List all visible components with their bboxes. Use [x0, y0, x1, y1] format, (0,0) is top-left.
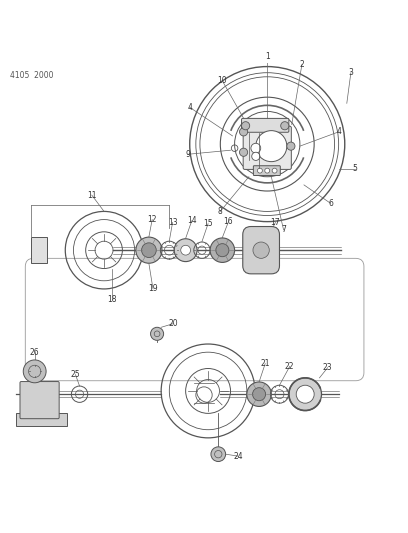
Circle shape	[296, 385, 314, 403]
Circle shape	[136, 237, 162, 263]
Circle shape	[272, 168, 277, 173]
Text: 21: 21	[260, 359, 270, 368]
Circle shape	[252, 152, 260, 160]
Circle shape	[260, 137, 275, 151]
Circle shape	[181, 245, 191, 255]
Text: 11: 11	[87, 191, 97, 199]
Text: 19: 19	[148, 285, 158, 294]
FancyBboxPatch shape	[20, 382, 59, 419]
Circle shape	[281, 122, 289, 130]
Text: 1: 1	[265, 52, 270, 61]
FancyBboxPatch shape	[243, 227, 279, 274]
Circle shape	[174, 239, 197, 262]
Text: 4: 4	[336, 127, 341, 136]
Text: 12: 12	[147, 215, 157, 224]
Text: 8: 8	[218, 207, 223, 216]
FancyBboxPatch shape	[253, 166, 280, 175]
Circle shape	[239, 128, 248, 136]
Text: 5: 5	[353, 164, 357, 173]
Text: 6: 6	[328, 199, 333, 208]
FancyBboxPatch shape	[242, 118, 289, 132]
Circle shape	[256, 131, 287, 161]
Circle shape	[211, 447, 226, 462]
Circle shape	[142, 243, 156, 257]
Circle shape	[216, 244, 229, 257]
Text: 22: 22	[285, 362, 295, 371]
Text: 3: 3	[348, 68, 353, 77]
Circle shape	[265, 168, 270, 173]
Text: 25: 25	[71, 370, 80, 379]
Text: 18: 18	[107, 295, 117, 304]
Text: 14: 14	[187, 216, 197, 225]
FancyBboxPatch shape	[243, 126, 291, 169]
Bar	[31, 237, 47, 263]
Text: 4105  2000: 4105 2000	[10, 71, 54, 80]
Text: 4: 4	[187, 103, 192, 112]
Circle shape	[23, 360, 46, 383]
Text: 20: 20	[169, 319, 178, 328]
Circle shape	[287, 142, 295, 150]
Circle shape	[289, 378, 322, 410]
Text: 9: 9	[185, 150, 190, 159]
Text: 2: 2	[299, 60, 304, 69]
Circle shape	[210, 238, 235, 262]
Circle shape	[257, 168, 262, 173]
Text: 26: 26	[30, 348, 40, 357]
FancyBboxPatch shape	[16, 414, 67, 426]
Circle shape	[151, 327, 164, 341]
Circle shape	[253, 387, 266, 401]
Text: 24: 24	[234, 452, 244, 461]
Circle shape	[247, 382, 271, 407]
Text: 10: 10	[217, 76, 227, 85]
Text: 15: 15	[203, 219, 213, 228]
Text: 17: 17	[271, 218, 280, 227]
Text: 23: 23	[323, 363, 333, 372]
Text: 13: 13	[168, 218, 177, 227]
Circle shape	[239, 148, 248, 156]
Circle shape	[242, 122, 250, 130]
Circle shape	[253, 242, 269, 259]
Circle shape	[251, 143, 261, 153]
Text: 16: 16	[224, 217, 233, 226]
Text: 7: 7	[281, 225, 286, 235]
